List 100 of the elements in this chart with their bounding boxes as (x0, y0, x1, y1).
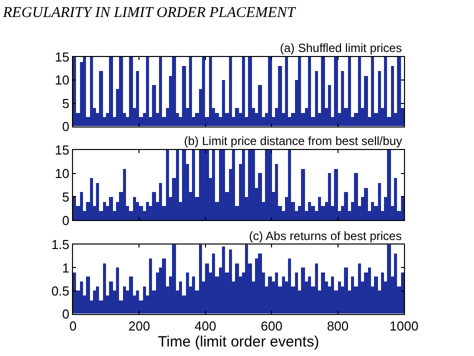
y-tick-label: 0 (62, 306, 70, 322)
bar (182, 150, 186, 220)
bar (248, 150, 252, 220)
bar (199, 150, 202, 220)
bar (334, 168, 338, 220)
bar (285, 57, 288, 126)
bar (139, 206, 143, 220)
bar (265, 150, 268, 220)
bar (222, 150, 225, 220)
bar (179, 282, 182, 314)
bar (278, 66, 282, 126)
x-tick-label: 400 (194, 318, 216, 334)
bar (80, 192, 83, 220)
bar (358, 57, 361, 126)
bar (209, 57, 212, 126)
bar (341, 71, 344, 126)
bar (381, 272, 384, 314)
bar (232, 150, 235, 220)
bar (401, 196, 404, 220)
bar (205, 150, 209, 220)
y-tick-label: 10 (54, 72, 70, 88)
bar (308, 57, 311, 126)
bar (315, 264, 318, 314)
bar (275, 164, 278, 220)
bar (258, 172, 262, 220)
bar (371, 202, 374, 220)
bar (311, 206, 315, 220)
bar (129, 57, 133, 126)
bar (301, 268, 305, 314)
bar (295, 272, 298, 314)
bar (123, 286, 126, 314)
y-tick-label: 0 (62, 212, 70, 228)
bar (378, 71, 381, 126)
bar (229, 250, 232, 314)
bar (318, 196, 321, 220)
x-axis-title: Time (limit order events) (158, 334, 320, 351)
bar (103, 264, 106, 314)
bar (152, 85, 156, 126)
bar (172, 244, 176, 314)
bar (242, 57, 245, 126)
bar (374, 276, 378, 314)
bar (162, 258, 166, 314)
bar (96, 182, 99, 220)
bar (344, 192, 348, 220)
bar (397, 57, 401, 126)
bar (192, 276, 195, 314)
bar (245, 244, 248, 314)
y-tick-label: 0 (62, 118, 70, 134)
bar (90, 178, 93, 220)
bar (344, 268, 348, 314)
bar (328, 172, 331, 220)
bar (212, 150, 215, 220)
bar (258, 85, 262, 126)
y-tick-label: 15 (54, 50, 70, 65)
bar (229, 57, 232, 126)
chart-title: (b) Limit price distance from best sell/buy (184, 134, 402, 148)
y-tick-label: 1 (62, 260, 70, 276)
y-tick-label: 10 (54, 166, 70, 181)
bar (123, 168, 126, 220)
bar (338, 282, 341, 314)
bar (129, 276, 133, 314)
bar (73, 272, 76, 314)
bar (186, 272, 189, 314)
bar (109, 282, 113, 314)
bar (242, 150, 245, 220)
x-tick-label: 200 (128, 318, 150, 334)
bar (387, 150, 391, 220)
bar (328, 85, 331, 126)
bar (86, 276, 90, 314)
bar (96, 286, 99, 314)
bar (301, 168, 305, 220)
bar (298, 57, 301, 126)
bar (268, 150, 272, 220)
bar (401, 272, 404, 314)
bar (288, 150, 291, 220)
bar (90, 57, 93, 126)
bar (133, 196, 136, 220)
bar (331, 276, 334, 314)
bar (83, 57, 86, 126)
bar (394, 254, 397, 314)
bar (368, 268, 371, 314)
bar (199, 244, 202, 314)
y-tick-label: 1.5 (51, 237, 70, 252)
bar (159, 182, 162, 220)
bar (268, 57, 272, 126)
bar (136, 71, 139, 126)
bar (354, 172, 358, 220)
bar (248, 57, 252, 126)
bar (149, 258, 152, 314)
bar (116, 268, 119, 314)
bar (99, 71, 103, 126)
bar (205, 264, 209, 314)
bar (391, 66, 394, 126)
bar (73, 196, 76, 220)
bar (358, 264, 361, 314)
bar (288, 258, 291, 314)
bar (235, 108, 239, 126)
bar (275, 272, 278, 314)
bar (384, 57, 387, 126)
bar (268, 276, 272, 314)
